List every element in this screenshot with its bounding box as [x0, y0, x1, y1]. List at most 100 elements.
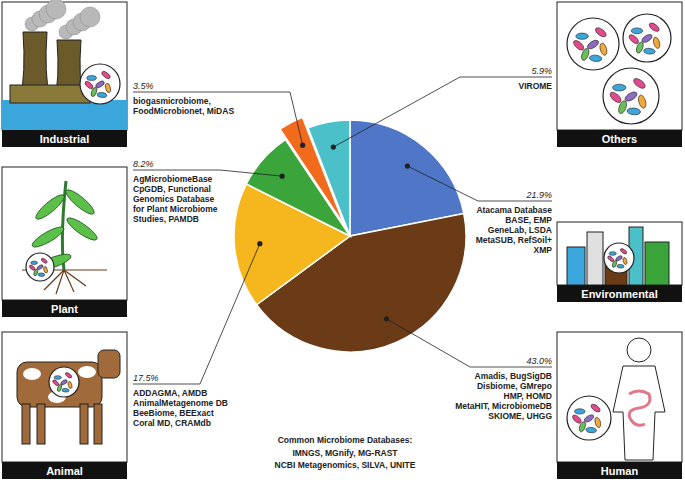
footnote-line: NCBI Metagenomics, SILVA, UNITE	[275, 460, 416, 470]
microbe	[652, 36, 661, 49]
cow-body	[17, 362, 102, 407]
category-label: Animal	[46, 465, 83, 477]
microbe	[36, 264, 43, 270]
microbe	[617, 264, 624, 268]
microbe	[583, 413, 595, 423]
microbe	[599, 42, 608, 56]
microbe	[38, 273, 45, 277]
data-label: 21.9%	[525, 190, 552, 200]
leader-dot	[300, 143, 305, 148]
microbe-circle	[623, 14, 671, 62]
microbe	[620, 248, 628, 255]
chart: 21.9%Atacama DatabaseBASE, EMPGeneLab, L…	[0, 0, 685, 480]
microbe	[622, 257, 627, 265]
slices	[234, 117, 466, 352]
footnote-title: Common Microbiome Databases:	[278, 435, 413, 445]
category-bar	[2, 130, 127, 147]
database-list: ADDAGMA, AMDB	[133, 388, 207, 398]
microbe-icon	[80, 64, 120, 104]
icon-panel	[557, 222, 682, 285]
microbe	[41, 257, 48, 264]
database-list: Atacama Database	[476, 205, 552, 215]
icon-frame	[557, 2, 682, 130]
database-list: FoodMicrobionet, MiDAS	[133, 106, 234, 116]
data-label: 8.2%	[133, 159, 154, 169]
microbe	[594, 26, 608, 38]
microbe-icon	[567, 18, 619, 70]
category-label: Human	[601, 465, 639, 477]
microbe	[608, 90, 622, 104]
leaf	[64, 215, 99, 244]
leaf	[30, 224, 66, 251]
building	[567, 247, 585, 285]
database-list: Disbiome, GMrepo	[477, 381, 552, 391]
database-list: SKIOME, UHGG	[488, 411, 552, 421]
microbe	[97, 92, 107, 98]
microbe	[95, 80, 106, 89]
category-label: Environmental	[581, 288, 657, 300]
background	[0, 0, 685, 480]
database-list: MetaHIT, MicrobiomeDB	[455, 401, 552, 411]
microbe	[87, 76, 97, 81]
icon-frame	[557, 332, 682, 462]
database-list: CpGDB, Functional	[133, 184, 211, 194]
factory-building	[10, 85, 90, 103]
microbe	[631, 28, 643, 34]
data-label: 17.5%	[133, 373, 159, 383]
microbe-icon	[26, 253, 54, 281]
microbe-icon	[604, 243, 634, 273]
microbe	[643, 48, 655, 55]
icon-panel	[2, 167, 127, 300]
microbe	[641, 33, 654, 44]
human-head	[627, 338, 651, 362]
database-list: MetaSUB, RefSoil+	[476, 235, 552, 245]
cow-leg	[37, 404, 45, 444]
microbe	[43, 266, 48, 273]
category-label: Others	[602, 133, 637, 145]
microbe	[54, 376, 61, 380]
root	[64, 270, 86, 286]
cow-leg	[80, 404, 88, 444]
microbe-icon	[603, 68, 659, 124]
microbe	[52, 379, 60, 386]
database-list: biogasmicrobiome,	[133, 96, 211, 106]
database-list: Studies, PAMDB	[133, 214, 199, 224]
microbe	[590, 403, 602, 414]
microbe	[615, 255, 623, 262]
microbe	[65, 372, 73, 379]
microbe	[60, 379, 68, 386]
microbe	[627, 107, 641, 115]
icon-panel	[557, 2, 682, 130]
building	[645, 242, 669, 285]
leader-dot	[280, 174, 285, 179]
microbe-circle	[26, 253, 54, 281]
microbe	[609, 252, 616, 256]
microbe	[104, 83, 111, 94]
microbe	[31, 261, 38, 264]
database-list: HMP, HOMD	[504, 391, 553, 401]
microbe	[607, 255, 615, 262]
pie-slice	[308, 120, 350, 236]
microbe	[632, 77, 647, 90]
category-bar	[2, 300, 127, 317]
cow-spot	[23, 368, 41, 380]
microbe	[586, 39, 600, 51]
icon-frame	[557, 222, 682, 285]
category-label: Industrial	[40, 133, 90, 145]
icon-panel	[2, 332, 127, 462]
category-bar	[557, 130, 682, 147]
data-label: 43.0%	[526, 356, 552, 366]
leader-line	[133, 244, 260, 384]
microbe	[648, 21, 661, 33]
microbe-circle	[567, 18, 619, 70]
data-label: 3.5%	[133, 81, 154, 91]
microbe	[624, 90, 639, 103]
database-list: AnimalMetagenome DB	[133, 398, 228, 408]
icon-frame	[2, 332, 127, 462]
pie	[234, 117, 466, 352]
icon-panel	[557, 332, 682, 462]
cow-head	[98, 350, 120, 378]
icon-frame	[2, 2, 127, 130]
microbe	[571, 414, 582, 425]
smoke	[46, 0, 66, 19]
